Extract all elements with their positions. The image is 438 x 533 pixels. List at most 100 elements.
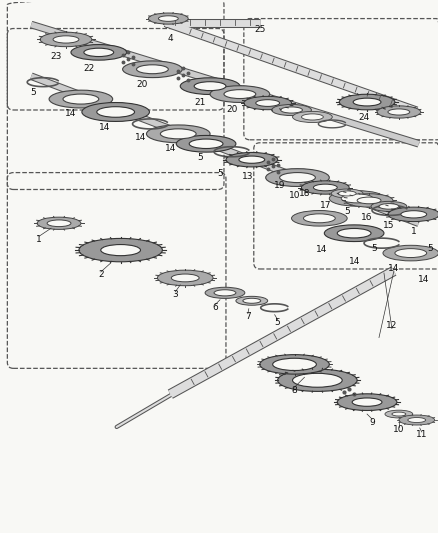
Ellipse shape xyxy=(160,129,196,139)
Ellipse shape xyxy=(176,135,235,152)
Text: 22: 22 xyxy=(83,64,94,73)
Text: 6: 6 xyxy=(212,303,217,312)
Text: 15: 15 xyxy=(382,221,394,230)
Text: 13: 13 xyxy=(241,172,253,181)
Text: 12: 12 xyxy=(385,321,397,330)
Ellipse shape xyxy=(226,152,277,167)
Ellipse shape xyxy=(235,296,267,305)
Ellipse shape xyxy=(301,181,348,194)
Text: 14: 14 xyxy=(65,109,77,118)
Ellipse shape xyxy=(356,197,380,204)
Ellipse shape xyxy=(400,211,426,218)
Ellipse shape xyxy=(84,48,113,56)
Text: 14: 14 xyxy=(134,133,146,142)
Ellipse shape xyxy=(376,106,420,118)
Text: 5: 5 xyxy=(427,244,433,253)
Ellipse shape xyxy=(352,98,380,106)
Text: 9: 9 xyxy=(368,417,374,426)
Ellipse shape xyxy=(189,139,223,149)
Text: 14: 14 xyxy=(417,276,428,285)
Ellipse shape xyxy=(171,274,199,282)
Text: 7: 7 xyxy=(244,312,250,321)
Ellipse shape xyxy=(53,36,79,43)
Ellipse shape xyxy=(146,125,209,143)
Text: 11: 11 xyxy=(415,431,427,439)
Text: 8: 8 xyxy=(291,386,297,395)
Text: 4: 4 xyxy=(167,34,173,43)
Ellipse shape xyxy=(336,394,396,410)
Ellipse shape xyxy=(301,114,323,120)
Text: 5: 5 xyxy=(370,244,376,253)
Ellipse shape xyxy=(271,104,311,116)
Ellipse shape xyxy=(194,82,226,91)
Text: 17: 17 xyxy=(319,201,330,210)
Ellipse shape xyxy=(331,189,362,198)
Ellipse shape xyxy=(292,111,332,123)
Ellipse shape xyxy=(378,204,398,209)
Text: 20: 20 xyxy=(137,79,148,88)
Ellipse shape xyxy=(148,13,188,24)
Ellipse shape xyxy=(259,354,328,374)
Ellipse shape xyxy=(303,214,335,223)
Text: 14: 14 xyxy=(99,123,110,132)
Ellipse shape xyxy=(370,201,406,212)
Ellipse shape xyxy=(313,184,336,191)
Ellipse shape xyxy=(40,32,92,47)
Ellipse shape xyxy=(336,229,370,238)
Text: 5: 5 xyxy=(30,87,36,96)
Text: 2: 2 xyxy=(98,270,103,279)
Text: 5: 5 xyxy=(197,153,202,162)
Ellipse shape xyxy=(384,410,412,418)
Ellipse shape xyxy=(279,173,314,183)
Ellipse shape xyxy=(243,96,291,110)
Text: 24: 24 xyxy=(358,114,369,123)
Ellipse shape xyxy=(47,220,71,227)
Text: 23: 23 xyxy=(50,52,62,61)
Ellipse shape xyxy=(223,90,255,99)
Text: 5: 5 xyxy=(217,169,223,178)
Ellipse shape xyxy=(280,107,302,113)
Ellipse shape xyxy=(291,211,346,226)
Ellipse shape xyxy=(339,94,394,110)
Ellipse shape xyxy=(101,245,140,256)
Text: 3: 3 xyxy=(172,290,178,300)
Ellipse shape xyxy=(398,415,434,425)
Ellipse shape xyxy=(324,225,383,241)
Ellipse shape xyxy=(265,168,328,187)
Ellipse shape xyxy=(238,156,264,163)
Ellipse shape xyxy=(407,417,425,423)
Ellipse shape xyxy=(82,102,149,122)
Ellipse shape xyxy=(344,193,392,207)
Ellipse shape xyxy=(71,45,126,60)
Ellipse shape xyxy=(79,238,162,262)
Text: 14: 14 xyxy=(348,256,359,265)
Ellipse shape xyxy=(328,191,384,206)
Ellipse shape xyxy=(158,16,178,21)
Ellipse shape xyxy=(209,86,269,102)
Ellipse shape xyxy=(49,90,113,108)
Ellipse shape xyxy=(394,248,426,257)
Text: 14: 14 xyxy=(387,264,399,273)
Text: 10: 10 xyxy=(392,425,404,434)
Ellipse shape xyxy=(272,358,316,370)
Ellipse shape xyxy=(387,109,409,115)
Ellipse shape xyxy=(277,369,356,391)
Ellipse shape xyxy=(180,78,239,94)
Ellipse shape xyxy=(63,94,99,104)
Ellipse shape xyxy=(391,412,405,416)
Ellipse shape xyxy=(205,287,244,298)
Ellipse shape xyxy=(122,61,182,78)
Text: 14: 14 xyxy=(315,245,326,254)
Ellipse shape xyxy=(37,217,81,229)
Text: 5: 5 xyxy=(274,318,280,327)
Ellipse shape xyxy=(351,398,381,406)
Text: 1: 1 xyxy=(410,227,416,236)
Text: 21: 21 xyxy=(194,98,205,107)
Ellipse shape xyxy=(337,191,355,196)
Text: 19: 19 xyxy=(273,181,285,190)
Ellipse shape xyxy=(387,207,438,222)
Text: 25: 25 xyxy=(254,25,265,34)
Ellipse shape xyxy=(242,298,260,303)
Ellipse shape xyxy=(255,100,279,107)
Text: 10: 10 xyxy=(288,191,300,200)
